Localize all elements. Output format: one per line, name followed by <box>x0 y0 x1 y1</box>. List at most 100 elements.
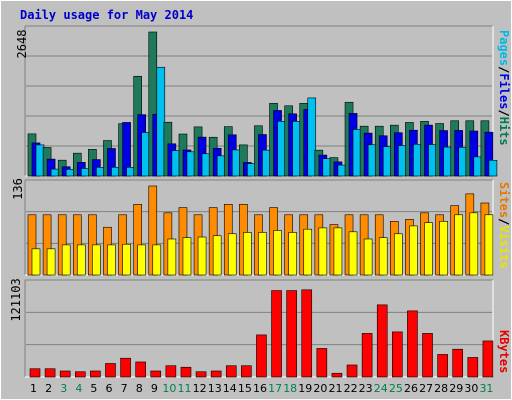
day-label-20: 20 <box>313 382 327 395</box>
day-label-13: 13 <box>208 382 222 395</box>
legend-visits: Visits <box>497 225 511 268</box>
legend-separator: / <box>497 109 511 116</box>
bar-sites-day-28 <box>439 221 448 276</box>
bar-kbytes-day-13 <box>210 370 222 378</box>
legend-panel-1: Sites/Visits <box>497 182 511 269</box>
hits-files-pages-panel <box>24 25 498 177</box>
bar-sites-day-6 <box>107 244 116 276</box>
legend-pages: Pages <box>497 30 511 66</box>
bar-kbytes-day-23 <box>361 333 373 378</box>
bar-kbytes-day-19 <box>301 289 313 378</box>
bar-sites-day-31 <box>484 214 494 276</box>
day-label-27: 27 <box>419 382 433 395</box>
bar-kbytes-day-26 <box>407 310 418 378</box>
bar-kbytes-day-15 <box>241 365 252 378</box>
bar-pages-day-9 <box>156 66 166 177</box>
bar-kbytes-day-28 <box>437 354 448 378</box>
day-label-9: 9 <box>151 382 158 395</box>
kbytes-panel <box>24 279 494 378</box>
bar-kbytes-day-11 <box>180 366 192 378</box>
visits-max-label: 136 <box>11 178 25 200</box>
bar-kbytes-day-10 <box>165 365 177 378</box>
bar-sites-day-30 <box>469 212 479 276</box>
day-label-12: 12 <box>193 382 207 395</box>
bar-sites-day-23 <box>363 238 373 276</box>
bar-kbytes-day-20 <box>316 348 328 378</box>
bar-kbytes-day-31 <box>482 340 494 378</box>
bar-kbytes-day-16 <box>256 334 267 378</box>
bar-sites-day-4 <box>76 244 86 276</box>
day-label-6: 6 <box>106 382 113 395</box>
day-label-24: 24 <box>374 382 388 395</box>
legend-kbytes: KBytes <box>497 330 511 373</box>
bar-sites-day-11 <box>182 237 192 276</box>
bar-kbytes-day-14 <box>225 365 237 378</box>
day-label-2: 2 <box>45 382 52 395</box>
bar-sites-day-27 <box>424 222 433 276</box>
bar-kbytes-day-22 <box>346 364 358 378</box>
bar-sites-day-9 <box>152 244 162 276</box>
day-labels: 1 2 3 4 5 6 7 8 9 10 11 12 13 14 15 16 17 18 19 20 21 22 23 24 2… <box>30 382 493 395</box>
bar-kbytes-day-5 <box>90 370 101 378</box>
bar-sites-day-8 <box>137 244 146 276</box>
bar-sites-day-2 <box>46 248 56 276</box>
bar-kbytes-day-9 <box>150 370 162 378</box>
bar-sites-day-22 <box>348 231 358 276</box>
bar-sites-day-12 <box>197 236 207 276</box>
chart-title: Daily usage for May 2014 <box>20 8 193 22</box>
day-label-30: 30 <box>464 382 478 395</box>
bar-sites-day-7 <box>122 243 131 276</box>
bar-sites-day-26 <box>409 225 418 276</box>
day-label-18: 18 <box>283 382 297 395</box>
bar-kbytes-day-18 <box>286 290 297 378</box>
bar-kbytes-day-27 <box>422 333 433 378</box>
legend-panel-0: Pages/Files/Hits <box>497 30 511 146</box>
bar-sites-day-25 <box>394 233 403 276</box>
bar-kbytes-day-17 <box>271 290 282 378</box>
day-label-11: 11 <box>178 382 192 395</box>
legend-hits: Hits <box>497 117 511 146</box>
bar-sites-day-15 <box>243 232 252 276</box>
day-label-5: 5 <box>90 382 97 395</box>
bar-kbytes-day-29 <box>452 348 464 378</box>
day-label-7: 7 <box>121 382 128 395</box>
day-label-14: 14 <box>223 382 237 395</box>
day-label-28: 28 <box>434 382 448 395</box>
day-label-22: 22 <box>344 382 358 395</box>
day-label-1: 1 <box>30 382 37 395</box>
bar-sites-day-16 <box>258 232 267 276</box>
bar-sites-day-13 <box>212 235 222 276</box>
hits-max-label: 2648 <box>15 30 29 59</box>
kbytes-max-label: 121103 <box>9 278 23 321</box>
bar-sites-day-29 <box>454 214 464 276</box>
legend-files: Files <box>497 73 511 109</box>
bar-sites-day-17 <box>273 230 282 276</box>
legend-panel-2: KBytes <box>497 330 511 373</box>
bar-kbytes-day-12 <box>195 371 207 378</box>
bar-pages-day-31 <box>488 159 498 177</box>
bar-kbytes-day-2 <box>44 368 56 378</box>
bar-kbytes-day-6 <box>105 363 116 378</box>
bar-sites-day-24 <box>378 237 388 276</box>
legend-sites: Sites <box>497 182 511 218</box>
bar-kbytes-day-30 <box>467 357 479 378</box>
day-label-10: 10 <box>162 382 176 395</box>
day-label-15: 15 <box>238 382 252 395</box>
day-label-17: 17 <box>268 382 282 395</box>
day-label-19: 19 <box>298 382 312 395</box>
day-label-23: 23 <box>359 382 373 395</box>
legend-separator: / <box>497 218 511 225</box>
day-label-26: 26 <box>404 382 418 395</box>
bar-pages-day-19 <box>307 97 317 177</box>
bar-kbytes-day-4 <box>74 371 86 378</box>
bar-sites-day-3 <box>61 244 71 276</box>
day-label-25: 25 <box>389 382 403 395</box>
day-label-3: 3 <box>60 382 67 395</box>
bar-sites-day-1 <box>31 248 41 276</box>
bar-sites-day-18 <box>288 232 297 276</box>
bar-sites-day-20 <box>318 227 328 276</box>
day-label-8: 8 <box>136 382 143 395</box>
bar-sites-day-5 <box>92 244 101 276</box>
bar-sites-day-10 <box>167 238 177 276</box>
